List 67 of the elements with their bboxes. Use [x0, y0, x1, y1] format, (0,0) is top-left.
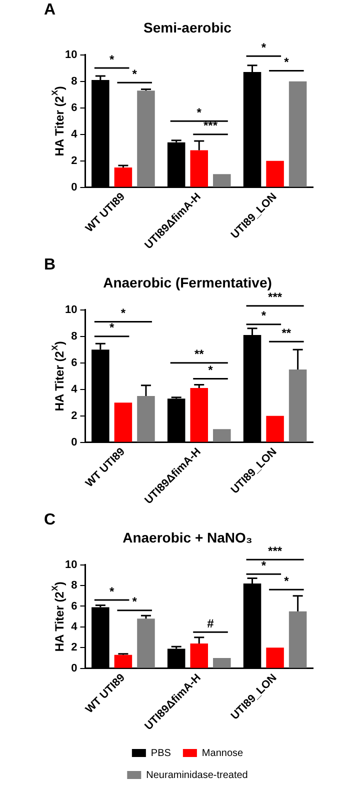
bar — [114, 168, 132, 187]
y-tick-label: 4 — [71, 128, 78, 140]
legend-label: PBS — [150, 748, 172, 759]
bar — [137, 618, 155, 668]
bar — [190, 644, 208, 668]
y-tick-label: 0 — [71, 662, 78, 674]
annotation: * — [208, 363, 214, 378]
bar — [288, 369, 307, 442]
annotation: * — [132, 594, 138, 609]
annotation: * — [132, 66, 138, 81]
legend-label: Neuraminidase-treated — [146, 770, 248, 781]
legend-label: Mannose — [202, 748, 244, 759]
y-tick-label: 10 — [64, 304, 78, 316]
bar — [288, 81, 307, 187]
y-tick-label: 8 — [71, 580, 78, 592]
y-tick-label: 2 — [71, 642, 78, 654]
y-tick-label: 4 — [71, 383, 78, 396]
annotation: *** — [204, 118, 218, 133]
y-tick-label: 6 — [71, 102, 78, 114]
bar — [213, 429, 231, 442]
annotation: * — [196, 105, 202, 120]
y-axis-title: HA Titer (2X) — [50, 582, 66, 652]
y-tick-label: 10 — [64, 48, 78, 61]
text: A — [44, 1, 56, 18]
bar — [137, 90, 155, 187]
annotation: * — [284, 55, 290, 70]
annotation: * — [120, 306, 126, 320]
annotation: * — [261, 308, 266, 323]
bar — [266, 416, 284, 442]
annotation: # — [207, 616, 214, 630]
y-axis-title: HA Titer (2X) — [50, 341, 66, 412]
y-tick-label: 6 — [71, 356, 78, 369]
bar — [137, 396, 155, 442]
chart-title: Anaerobic (Fermentative) — [103, 274, 272, 290]
chart-title: Anaerobic + NaNO₃ — [122, 529, 252, 546]
bar — [190, 150, 208, 187]
bar — [190, 388, 208, 442]
y-tick-label: 6 — [71, 600, 78, 612]
y-tick-label: 4 — [71, 620, 78, 633]
y-tick-label: 2 — [71, 154, 78, 167]
text: * — [261, 40, 266, 54]
annotation: * — [284, 574, 290, 588]
chart-title: Semi-aerobic — [144, 19, 232, 36]
bar — [266, 648, 284, 668]
text: *** — [268, 544, 282, 558]
bar — [114, 402, 132, 442]
annotation: ** — [194, 347, 204, 362]
bar — [213, 658, 231, 668]
text: *** — [268, 290, 282, 304]
y-tick-label: 0 — [71, 436, 78, 448]
annotation: * — [109, 320, 114, 335]
y-axis-title: HA Titer (2X) — [50, 86, 66, 156]
y-tick-label: 8 — [71, 330, 78, 342]
annotation: ** — [282, 326, 292, 340]
y-tick-label: 8 — [71, 75, 78, 88]
annotation: * — [261, 558, 266, 572]
annotation: * — [109, 584, 114, 598]
bar — [114, 654, 132, 668]
bar — [266, 160, 284, 187]
y-tick-label: 0 — [71, 181, 78, 194]
y-tick-label: 2 — [71, 410, 78, 422]
text: C — [44, 511, 56, 528]
bar — [288, 611, 307, 668]
annotation: * — [109, 52, 114, 66]
y-tick-label: 10 — [64, 558, 78, 571]
text: B — [44, 256, 56, 274]
bar — [213, 174, 231, 187]
